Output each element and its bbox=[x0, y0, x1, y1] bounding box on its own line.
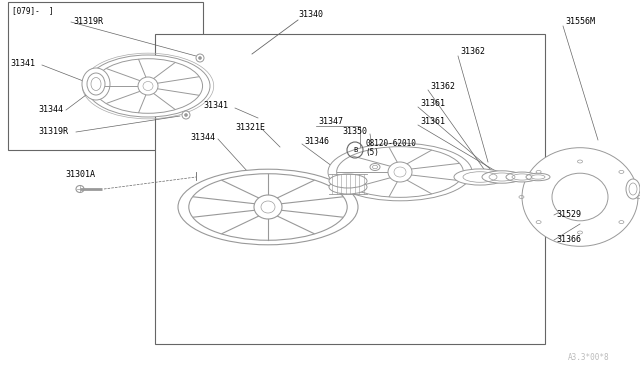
Ellipse shape bbox=[526, 173, 550, 181]
Text: 31362: 31362 bbox=[430, 82, 455, 91]
Text: 31347: 31347 bbox=[318, 117, 343, 126]
Ellipse shape bbox=[138, 77, 158, 95]
Ellipse shape bbox=[329, 180, 367, 194]
Text: 08120-62010: 08120-62010 bbox=[365, 139, 416, 148]
Ellipse shape bbox=[454, 169, 506, 185]
Circle shape bbox=[196, 54, 204, 62]
Ellipse shape bbox=[329, 174, 367, 188]
Text: 31350: 31350 bbox=[342, 127, 367, 136]
Text: 31361: 31361 bbox=[420, 117, 445, 126]
Text: [079]-  ]: [079]- ] bbox=[12, 6, 54, 15]
Ellipse shape bbox=[522, 148, 638, 246]
Ellipse shape bbox=[506, 172, 538, 182]
Ellipse shape bbox=[370, 164, 380, 170]
Text: 31344: 31344 bbox=[38, 105, 63, 114]
Text: 31319R: 31319R bbox=[73, 17, 103, 26]
Ellipse shape bbox=[254, 195, 282, 219]
Text: 31529: 31529 bbox=[556, 210, 581, 219]
Text: 31340: 31340 bbox=[298, 10, 323, 19]
Bar bbox=[155, 34, 545, 344]
Text: 31301A: 31301A bbox=[65, 170, 95, 179]
Text: 31362: 31362 bbox=[460, 47, 485, 56]
Circle shape bbox=[198, 57, 202, 60]
Circle shape bbox=[184, 113, 188, 116]
Ellipse shape bbox=[82, 68, 110, 100]
Ellipse shape bbox=[86, 55, 210, 117]
Ellipse shape bbox=[552, 173, 608, 221]
Text: 31366: 31366 bbox=[556, 235, 581, 244]
Bar bbox=[8, 2, 203, 150]
Ellipse shape bbox=[76, 186, 84, 192]
Ellipse shape bbox=[87, 73, 105, 95]
Text: 31361: 31361 bbox=[420, 99, 445, 108]
Text: (5): (5) bbox=[365, 148, 379, 157]
Ellipse shape bbox=[482, 171, 522, 183]
Text: 31344: 31344 bbox=[190, 133, 215, 142]
Text: A3.3*00*8: A3.3*00*8 bbox=[568, 353, 610, 362]
Text: B: B bbox=[353, 147, 357, 153]
Ellipse shape bbox=[178, 169, 358, 245]
Ellipse shape bbox=[388, 162, 412, 182]
Text: 31346: 31346 bbox=[304, 137, 329, 146]
Ellipse shape bbox=[626, 179, 640, 199]
Text: 31321E: 31321E bbox=[235, 123, 265, 132]
Text: 31556M: 31556M bbox=[565, 17, 595, 26]
Text: 31341: 31341 bbox=[203, 101, 228, 110]
Circle shape bbox=[182, 111, 190, 119]
Text: 31319R: 31319R bbox=[38, 127, 68, 136]
Ellipse shape bbox=[328, 143, 472, 201]
Text: 31341: 31341 bbox=[10, 59, 35, 68]
